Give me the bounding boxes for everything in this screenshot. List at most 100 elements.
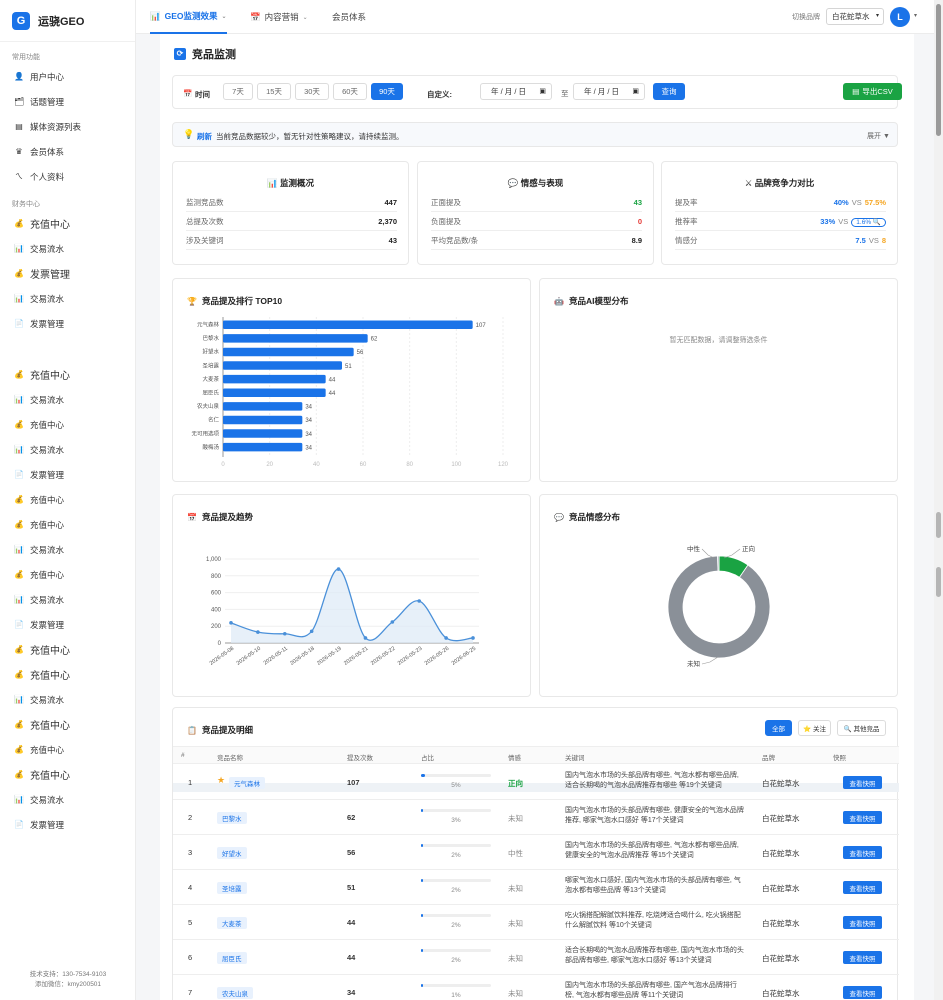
trend-point[interactable] — [282, 631, 287, 636]
page-scrollbar[interactable] — [934, 0, 943, 1000]
table-row[interactable]: 4 圣培露 51 2% 未知 哪家气泡水口感好, 国内气泡水市场的头部品牌有哪些, 气泡水… — [173, 870, 899, 905]
bar[interactable] — [223, 334, 368, 343]
view-snapshot-button[interactable]: 查看快照 — [843, 951, 882, 964]
competitor-name-tag[interactable]: 圣培露 — [217, 882, 247, 894]
sidebar-item[interactable]: 📊 交易流水 — [0, 787, 135, 812]
sidebar-item[interactable]: 📊 交易流水 — [0, 587, 135, 612]
query-button[interactable]: 查询 — [653, 83, 685, 100]
competitor-name-tag[interactable]: 屈臣氏 — [217, 952, 247, 964]
sidebar-item[interactable]: 💰 充值中心 — [0, 512, 135, 537]
table-row[interactable]: 5 大麦茶 44 2% 未知 吃火锅搭配解腻饮料推荐, 吃烧烤适合喝什么, 吃火锅搭配什么… — [173, 905, 899, 940]
trend-point[interactable] — [309, 629, 314, 634]
range-button[interactable]: 60天 — [333, 83, 367, 100]
table-row[interactable]: 3 好望水 56 2% 中性 国内气泡水市场的头部品牌有哪些, 气泡水都有哪些品牌, 健康… — [173, 835, 899, 870]
sidebar-item[interactable]: 💰 充值中心 — [0, 487, 135, 512]
brand-cell: 白花蛇草水 — [762, 849, 800, 858]
start-date-input[interactable]: 年 / 月 / 日 ▣ — [480, 83, 552, 100]
sidebar-item[interactable]: 💰 充值中心 — [0, 412, 135, 437]
nav-tab[interactable]: 会员体系 — [332, 0, 366, 34]
competitor-name-tag[interactable]: 大麦茶 — [217, 917, 247, 929]
scrollbar-thumb-tertiary[interactable] — [936, 567, 941, 597]
view-snapshot-button[interactable]: 查看快照 — [843, 986, 882, 999]
sidebar-item[interactable]: 💰 发票管理 — [0, 261, 135, 286]
sidebar-item[interactable]: 💰 充值中心 — [0, 762, 135, 787]
bar[interactable] — [223, 415, 303, 425]
star-icon[interactable]: ★ — [217, 775, 226, 785]
sidebar-item[interactable]: 📄 发票管理 — [0, 812, 135, 837]
sidebar-item[interactable]: 💰 充值中心 — [0, 712, 135, 737]
range-button[interactable]: 30天 — [295, 83, 329, 100]
table-filter-button[interactable]: 全部 — [765, 720, 792, 736]
export-csv-button[interactable]: ▤ 导出CSV — [843, 83, 902, 100]
table-filter-button[interactable]: ⭐ 关注 — [798, 720, 831, 736]
sidebar-item[interactable]: 📄 发票管理 — [0, 612, 135, 637]
trend-point[interactable] — [390, 620, 395, 624]
sidebar-item[interactable]: 📊 交易流水 — [0, 537, 135, 562]
bar[interactable] — [223, 388, 326, 398]
table-row[interactable]: 1 ★ 元气森林 107 5% 正向 国内气泡水市场的头部品牌有哪些, 气泡水都有哪些品牌,… — [173, 765, 899, 800]
table-row[interactable]: 6 屈臣氏 44 2% 未知 适合长期喝的气泡水品牌推荐有哪些, 国内气泡水市场的头部品牌… — [173, 940, 899, 975]
avatar[interactable]: L — [890, 7, 910, 27]
bar[interactable] — [223, 374, 326, 384]
competitor-name-tag[interactable]: 元气森林 — [229, 777, 265, 789]
nav-tab[interactable]: 📅 内容营销 ⌄ — [250, 0, 308, 34]
view-snapshot-button[interactable]: 查看快照 — [843, 846, 882, 859]
trend-point[interactable] — [229, 621, 233, 625]
sidebar-item[interactable]: 📊 交易流水 — [0, 687, 135, 712]
nav-tab[interactable]: 📊 GEO监测效果 ⌄ — [150, 0, 227, 34]
bar[interactable] — [223, 402, 303, 411]
sidebar-item[interactable]: 📊 交易流水 — [0, 286, 135, 311]
bar[interactable] — [223, 361, 342, 370]
competitor-name-tag[interactable]: 好望水 — [217, 847, 247, 859]
y-tick-label: 800 — [211, 574, 222, 580]
sidebar-item[interactable]: 📄 发票管理 — [0, 311, 135, 336]
sidebar-item[interactable]: 💰 充值中心 — [0, 737, 135, 762]
scrollbar-thumb-secondary[interactable] — [936, 512, 941, 538]
view-snapshot-button[interactable]: 查看快照 — [843, 881, 882, 894]
view-snapshot-button[interactable]: 查看快照 — [843, 776, 882, 789]
sidebar-item[interactable]: 📄 发票管理 — [0, 462, 135, 487]
sidebar-item[interactable]: 🗂 话题管理 — [0, 89, 135, 114]
sidebar-item[interactable]: ♛ 会员体系 — [0, 139, 135, 164]
avatar-chevron-down-icon[interactable]: ▾ — [914, 13, 918, 19]
table-row[interactable]: 2 巴黎水 62 3% 未知 国内气泡水市场的头部品牌有哪些, 健康安全的气泡水品牌推荐,… — [173, 800, 899, 835]
sidebar-item[interactable]: 💰 充值中心 — [0, 211, 135, 236]
end-date-input[interactable]: 年 / 月 / 日 ▣ — [573, 83, 645, 100]
sidebar-item[interactable]: 💰 充值中心 — [0, 662, 135, 687]
range-button[interactable]: 15天 — [257, 83, 291, 100]
table-filter-button[interactable]: 🔍 其他竞品 — [837, 720, 886, 736]
sidebar-item[interactable]: 💰 充值中心 — [0, 362, 135, 387]
donut-slice[interactable] — [717, 555, 720, 572]
logo[interactable]: G 运骁GEO — [0, 0, 135, 42]
donut-slice[interactable] — [667, 555, 771, 659]
sidebar-item[interactable]: 📊 交易流水 — [0, 236, 135, 261]
table-row[interactable]: 7 农夫山泉 34 1% 未知 国内气泡水市场的头部品牌有哪些, 国产气泡水品牌排行榜, … — [173, 975, 899, 1000]
sidebar-item[interactable]: 💰 充值中心 — [0, 637, 135, 662]
range-button[interactable]: 90天 — [371, 83, 403, 100]
trend-point[interactable] — [336, 567, 341, 571]
trend-point[interactable] — [471, 636, 475, 640]
trend-point[interactable] — [363, 636, 368, 640]
bar[interactable] — [223, 320, 473, 330]
trend-point[interactable] — [256, 630, 260, 634]
scrollbar-thumb[interactable] — [936, 4, 941, 136]
trend-point[interactable] — [417, 599, 422, 603]
sidebar-item[interactable]: 📊 交易流水 — [0, 437, 135, 462]
sidebar-item[interactable]: ㄟ个人资料 — [0, 164, 135, 189]
sidebar-item[interactable]: ▤ 媒体资源列表 — [0, 114, 135, 139]
competitor-name-tag[interactable]: 巴黎水 — [217, 812, 247, 824]
competitor-name-tag[interactable]: 农夫山泉 — [217, 987, 253, 999]
view-snapshot-button[interactable]: 查看快照 — [843, 811, 882, 824]
trend-point[interactable] — [444, 636, 448, 640]
sidebar-item[interactable]: 👤 用户中心 — [0, 64, 135, 89]
range-button[interactable]: 7天 — [223, 83, 253, 100]
bar[interactable] — [223, 442, 303, 452]
share-percent: 2% — [451, 922, 461, 929]
view-snapshot-button[interactable]: 查看快照 — [843, 916, 882, 929]
tip-expand-toggle[interactable]: 展开 ▼ — [867, 133, 890, 140]
brand-select[interactable]: 白花蛇草水 ▾ — [826, 8, 884, 25]
sidebar-item[interactable]: 📊 交易流水 — [0, 387, 135, 412]
sidebar-item[interactable]: 💰 充值中心 — [0, 562, 135, 587]
bar[interactable] — [223, 429, 303, 438]
bar[interactable] — [223, 347, 354, 357]
